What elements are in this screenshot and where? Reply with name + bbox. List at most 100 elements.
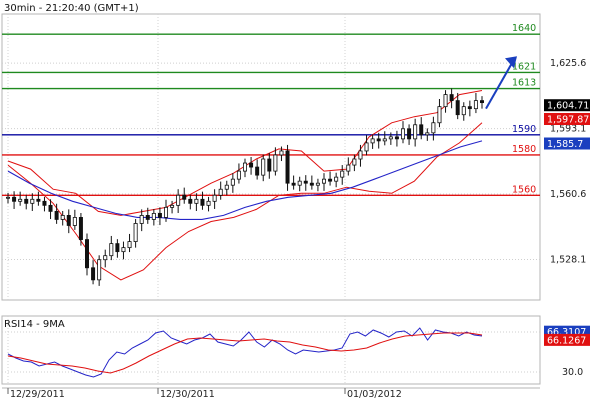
candle-body bbox=[449, 94, 454, 102]
candle-body bbox=[291, 182, 296, 186]
candle-body bbox=[72, 217, 77, 226]
candle-body bbox=[78, 217, 83, 240]
indicator-lines bbox=[7, 90, 483, 281]
candle-body bbox=[261, 158, 266, 176]
chart-header: 30min - 21:20:40 (GMT+1) bbox=[4, 3, 139, 14]
rsi-tag-0-label: 66.3107 bbox=[547, 327, 586, 338]
candle-body bbox=[121, 247, 126, 253]
candle-body bbox=[455, 100, 460, 116]
price-y-tick-label: 1,560.6 bbox=[550, 189, 586, 200]
candle-body bbox=[139, 215, 144, 224]
price-tag-0-bg bbox=[544, 99, 590, 112]
candle-body bbox=[18, 198, 23, 202]
price-tag-1-bg bbox=[544, 112, 590, 125]
candle-body bbox=[407, 128, 412, 140]
candle-body bbox=[315, 182, 320, 186]
candle-body bbox=[340, 170, 345, 178]
candle-body bbox=[461, 106, 466, 116]
candle-body bbox=[328, 178, 333, 182]
candle-body bbox=[157, 212, 162, 218]
candle-body bbox=[127, 241, 132, 249]
candle-body bbox=[334, 176, 339, 182]
date-tick-label: 12/30/2011 bbox=[160, 389, 215, 400]
level-lines: 1640 1621 1613 1590 1580 1560 bbox=[2, 23, 540, 196]
candle-body bbox=[279, 150, 284, 156]
grid-lines bbox=[1, 13, 541, 389]
candle-body bbox=[170, 204, 175, 208]
candle-body bbox=[60, 215, 65, 220]
candlesticks bbox=[6, 88, 484, 286]
candle-body bbox=[249, 162, 254, 168]
candle-body bbox=[54, 210, 59, 220]
candle-body bbox=[97, 259, 102, 281]
date-tick-label: 01/03/2012 bbox=[347, 389, 402, 400]
candle-body bbox=[30, 198, 35, 204]
candle-body bbox=[255, 166, 260, 176]
candle-body bbox=[236, 170, 241, 180]
candle-body bbox=[145, 215, 150, 220]
axis-ticks: 1,528.1 1,560.6 1,593.1 1,625.6 12/29/2011 12… bbox=[7, 58, 586, 400]
candle-body bbox=[297, 180, 302, 186]
candle-body bbox=[85, 239, 90, 269]
candle-body bbox=[267, 158, 272, 172]
level-label-1580: 1580 bbox=[512, 144, 536, 155]
candle-body bbox=[12, 196, 17, 202]
level-label-1640: 1640 bbox=[512, 23, 536, 34]
candle-body bbox=[467, 106, 472, 110]
candle-body bbox=[6, 196, 11, 199]
candle-body bbox=[473, 100, 478, 110]
candle-body bbox=[321, 178, 326, 184]
candle-body bbox=[230, 178, 235, 186]
candle-body bbox=[224, 184, 229, 190]
candle-body bbox=[382, 138, 387, 142]
candle-body bbox=[479, 100, 484, 104]
candle-body bbox=[212, 194, 217, 202]
candle-body bbox=[370, 138, 375, 144]
bollinger-upper-line bbox=[7, 90, 483, 216]
forecast-arrow-shaft bbox=[485, 60, 514, 110]
candle-body bbox=[443, 94, 448, 108]
rsi-panel-frame bbox=[1, 315, 541, 385]
price-tag-0-label: 1,604.71 bbox=[547, 101, 589, 112]
level-label-1613: 1613 bbox=[512, 78, 536, 89]
rsi-ma-line bbox=[7, 332, 483, 374]
rsi-title: RSI14 - 9MA bbox=[4, 319, 65, 330]
rsi-y-tick-label: 30.0 bbox=[562, 367, 583, 378]
candle-body bbox=[48, 204, 53, 212]
level-label-1590: 1590 bbox=[512, 124, 536, 135]
candle-body bbox=[218, 188, 223, 196]
candle-body bbox=[394, 136, 399, 140]
candle-body bbox=[194, 198, 199, 204]
price-y-tick-label: 1,593.1 bbox=[550, 124, 586, 135]
candle-body bbox=[358, 150, 363, 160]
candle-body bbox=[182, 194, 187, 200]
candle-body bbox=[431, 122, 436, 134]
candle-body bbox=[163, 206, 168, 218]
moving-average-line bbox=[7, 140, 483, 220]
candle-body bbox=[188, 198, 193, 204]
date-tick-label: 12/29/2011 bbox=[10, 389, 65, 400]
candle-body bbox=[400, 128, 405, 140]
candle-body bbox=[24, 198, 29, 204]
level-label-1560: 1560 bbox=[512, 184, 536, 195]
rsi-tag-1-label: 66.1267 bbox=[547, 335, 586, 346]
price-y-tick-label: 1,625.6 bbox=[550, 58, 586, 69]
candle-body bbox=[352, 158, 357, 166]
bollinger-lower-line bbox=[7, 122, 483, 281]
candle-body bbox=[413, 124, 418, 140]
candle-body bbox=[103, 255, 108, 261]
candle-body bbox=[200, 198, 205, 206]
rsi-tag-1-bg bbox=[544, 333, 590, 346]
candle-body bbox=[285, 150, 290, 184]
candle-body bbox=[309, 182, 314, 186]
candle-body bbox=[91, 267, 96, 281]
forecast-arrow bbox=[485, 56, 517, 110]
candle-body bbox=[376, 138, 381, 142]
candle-body bbox=[176, 194, 181, 206]
candle-body bbox=[115, 243, 120, 253]
candle-body bbox=[303, 180, 308, 184]
price-tag-1-label: 1,597.87 bbox=[547, 114, 589, 125]
price-panel-frame bbox=[1, 13, 541, 301]
